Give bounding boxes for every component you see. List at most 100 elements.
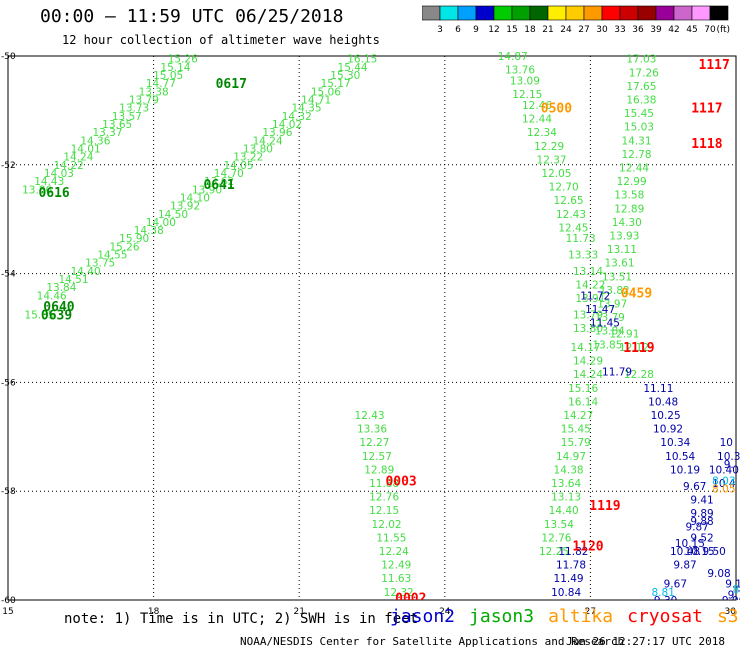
x-tick-label: 27 <box>585 607 596 617</box>
wave-height-value: 12.28 <box>624 369 654 381</box>
wave-height-value: 14.01 <box>71 143 101 155</box>
wave-height-value: 15.05 <box>153 70 183 82</box>
color-scale-label: 33 <box>614 25 625 34</box>
wave-height-value: 10.15 <box>685 546 715 558</box>
wave-height-value: 13.09 <box>510 75 540 87</box>
wave-height-value: 14.38 <box>554 464 584 476</box>
wave-height-value: 10 <box>720 437 733 449</box>
color-scale-label: 6 <box>455 25 461 34</box>
map-title: 00:00 – 11:59 UTC 06/25/2018 <box>40 6 344 27</box>
wave-height-value: 13.80 <box>243 143 273 155</box>
wave-height-value: 13.61 <box>604 258 634 270</box>
wave-height-value: 13.22 <box>233 152 263 164</box>
wave-height-value: 13.90 <box>192 184 222 196</box>
pass-time-label: 0002 <box>395 591 426 606</box>
wave-height-value: 13.85 <box>592 339 622 351</box>
wave-height-value: 11.63 <box>381 573 411 585</box>
color-scale-bar: 3 6 9 12 15 18 21 24 27 30 33 36 39 42 45 70 (ft) <box>422 5 730 34</box>
pass-time-label: 0500 <box>541 102 572 117</box>
wave-height-value: 10.48 <box>670 546 700 558</box>
color-scale-label: 18 <box>524 25 536 34</box>
wave-height-value: 10.48 <box>648 396 678 408</box>
wave-height-value: 11.47 <box>585 304 615 316</box>
pass-time-label: 0639 <box>41 308 72 323</box>
wave-height-value: 13.75 <box>85 258 115 270</box>
wave-height-value: 14.03 <box>44 168 74 180</box>
wave-height-value: 12.37 <box>537 154 567 166</box>
wave-height-value: 10.84 <box>551 587 581 599</box>
wave-height-value: 15.85 <box>25 309 55 321</box>
y-tick-label: -52 <box>1 161 16 171</box>
y-tick-label: -58 <box>1 487 16 497</box>
wave-height-value: 15.26 <box>109 241 139 253</box>
x-tick-label: 15 <box>2 607 13 617</box>
wave-height-value: 15.45 <box>561 424 591 436</box>
y-tick-label: -60 <box>1 596 16 606</box>
wave-height-value: 12.15 <box>512 89 542 101</box>
wave-height-value: 13.79 <box>595 312 625 324</box>
legend-item-s3a: s3a <box>716 606 740 627</box>
wave-height-value: 8.81 <box>652 587 675 599</box>
wave-height-value: 14.10 <box>180 192 210 204</box>
wave-height-value: 15.26 <box>168 54 198 66</box>
timestamp: Jun 26 12:27:17 UTC 2018 <box>566 635 725 648</box>
pass-time-label: 1118 <box>691 137 722 152</box>
wave-height-value: 15.14 <box>160 62 190 74</box>
y-tick-label: -50 <box>1 52 16 62</box>
pass-time-label: 1119 <box>589 499 620 514</box>
wave-height-value: 8.03 <box>712 475 735 487</box>
wave-height-value: 9.67 <box>683 481 706 493</box>
wave-height-value: 12.76 <box>541 532 571 544</box>
pass-time-label: 0640 <box>43 300 74 315</box>
wave-height-value: 14.22 <box>575 279 605 291</box>
pass-time-label: 0617 <box>216 77 247 92</box>
x-tick-label: 24 <box>439 607 451 617</box>
color-scale-label: 15 <box>506 25 517 34</box>
wave-height-value: 13.96 <box>262 127 292 139</box>
wave-height-value: 9. <box>724 459 734 471</box>
wave-height-value: 13.54 <box>544 519 574 531</box>
color-scale-label: 24 <box>560 25 572 34</box>
wave-height-value: 11.55 <box>376 532 406 544</box>
wave-height-value: 9.87 <box>673 560 696 572</box>
wave-height-value: 10.19 <box>670 464 700 476</box>
wave-height-value: 14.46 <box>37 290 67 302</box>
wave-height-value: 11.78 <box>556 560 586 572</box>
color-swatch <box>709 5 729 21</box>
wave-height-value: 14.77 <box>146 78 176 90</box>
wave-height-value: 9.89 <box>690 508 713 520</box>
wave-height-value: 14.24 <box>63 152 93 164</box>
wave-height-value: 11.82 <box>558 546 588 558</box>
pass-time-label: 1119 <box>623 341 654 356</box>
wave-height-value: 11.49 <box>554 573 584 585</box>
wave-height-value: 16.15 <box>347 54 377 66</box>
wave-height-value: 12.43 <box>355 410 385 422</box>
wave-height-value: 13.76 <box>505 65 535 77</box>
pass-time-label: 1120 <box>572 540 603 555</box>
color-scale-label: 30 <box>596 25 608 34</box>
wave-height-value: 9.50 <box>702 546 725 558</box>
wave-height-value: 12.89 <box>614 203 644 215</box>
wave-height-value: 14.35 <box>291 103 321 115</box>
wave-height-value: 13.14 <box>573 266 603 278</box>
wave-height-value: 10.54 <box>665 451 695 463</box>
wave-height-value: 8.05 <box>712 483 735 495</box>
color-scale-label: 39 <box>650 25 662 34</box>
wave-height-value: 10.40 <box>709 464 739 476</box>
pass-time-label: 0641 <box>203 178 234 193</box>
wave-height-value: 10.15 <box>675 538 705 550</box>
color-scale-label: 27 <box>578 25 589 34</box>
credit-line: NOAA/NESDIS Center for Satellite Applica… <box>240 635 625 648</box>
x-tick-label: 30 <box>725 607 737 617</box>
color-scale-label: 12 <box>488 25 499 34</box>
wave-height-value: 12.24 <box>379 546 409 558</box>
wave-height-value: 14.38 <box>134 225 164 237</box>
wave-height-value: 12.65 <box>554 195 584 207</box>
wave-height-value: 13.73 <box>119 103 149 115</box>
wave-height-value: 14.00 <box>146 217 176 229</box>
pass-time-label: 0003 <box>385 474 416 489</box>
legend-item-cryosat: cryosat <box>627 606 703 627</box>
wave-height-value: 10.3 <box>717 451 740 463</box>
wave-height-value: 13.86 <box>22 184 52 196</box>
wave-height-value: 11.11 <box>643 383 673 395</box>
